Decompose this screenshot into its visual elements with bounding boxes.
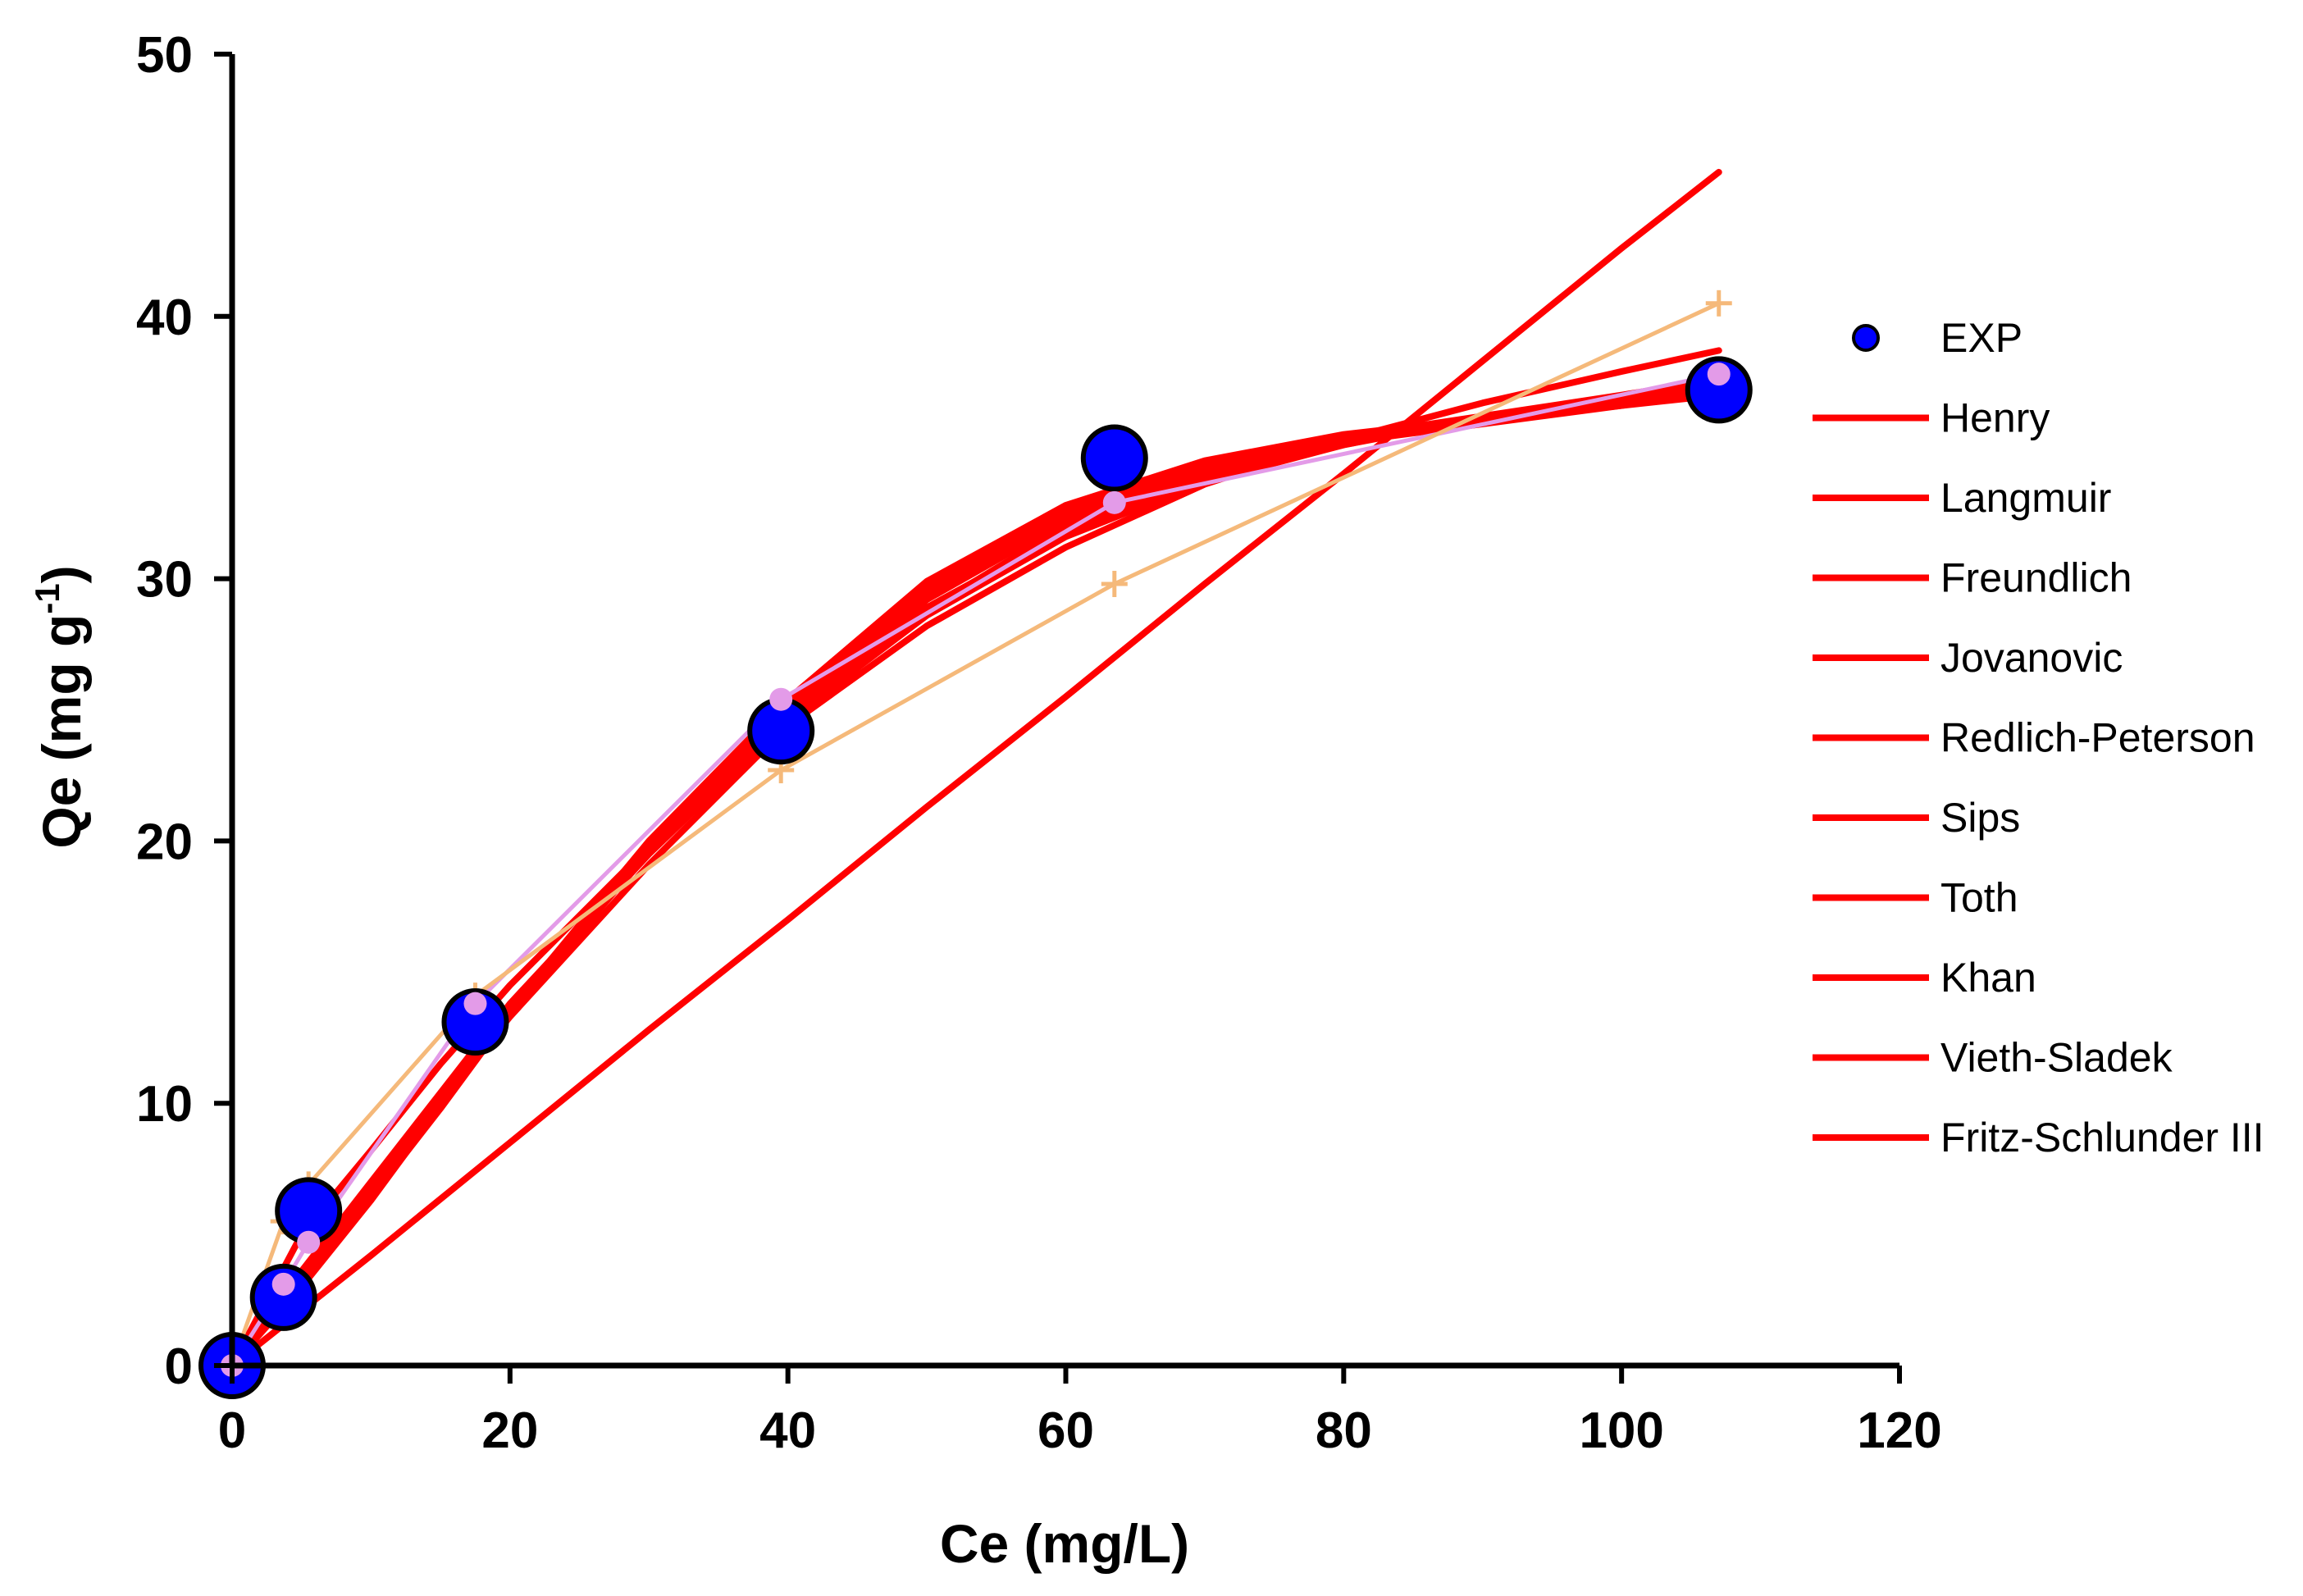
fit-lines-layer: [229, 168, 1722, 1369]
pink-point: [769, 687, 793, 711]
exp-points-layer: [198, 356, 1753, 1399]
y-tick-label: 20: [136, 814, 193, 870]
y-tick-label: 30: [136, 552, 193, 609]
exp-point: [249, 1263, 317, 1331]
exp-point: [1685, 356, 1753, 424]
legend-label: Toth: [1940, 875, 2018, 921]
x-tick-label: 0: [218, 1402, 246, 1459]
legend-label: Redlich-Peterson: [1940, 715, 2255, 761]
x-tick-label: 20: [481, 1402, 538, 1459]
legend-label: Vieth-Sladek: [1940, 1035, 2173, 1081]
legend-label: EXP: [1940, 315, 2023, 361]
pink-series-line: [230, 372, 1720, 1367]
legend-label: Henry: [1940, 395, 2050, 441]
x-axis-title: Ce (mg/L): [940, 1513, 1189, 1574]
pink-point: [1102, 490, 1126, 514]
legend-label: Freundlich: [1940, 555, 2132, 601]
pink-point: [1707, 363, 1731, 386]
pink-point: [297, 1230, 321, 1254]
fit-line: [229, 168, 1722, 1369]
pink-point: [271, 1272, 295, 1296]
fit-line: [229, 384, 1722, 1369]
fit-line: [229, 381, 1722, 1369]
y-ticks: 0 10 20 30 40 50: [136, 27, 232, 1395]
legend-label: Jovanovic: [1940, 635, 2123, 681]
x-ticks: 0 20 40 60 80 100 120: [218, 1366, 1942, 1459]
x-tick-label: 60: [1037, 1402, 1094, 1459]
model-points-layer: [219, 290, 1732, 1379]
fit-line: [229, 386, 1722, 1369]
fit-line: [229, 376, 1722, 1369]
x-tick-label: 40: [759, 1402, 816, 1459]
legend: EXP Henry Langmuir Freundlich Jovanovic Redli…: [1813, 315, 2264, 1161]
legend-label: Sips: [1940, 795, 2020, 841]
legend-label: Fritz-Schlunder III: [1940, 1115, 2264, 1161]
y-axis-title: Qe (mg g-1): [28, 565, 92, 848]
y-tick-label: 10: [136, 1076, 193, 1133]
x-tick-label: 80: [1316, 1402, 1372, 1459]
fit-line: [229, 386, 1722, 1369]
orange-series-line: [230, 301, 1720, 1366]
fit-line: [229, 391, 1722, 1369]
exp-point: [441, 988, 509, 1056]
pink-point: [463, 992, 487, 1015]
x-tick-label: 100: [1579, 1402, 1663, 1459]
y-tick-label: 50: [136, 27, 193, 84]
exp-point: [1080, 424, 1148, 492]
fit-line: [229, 347, 1722, 1369]
legend-label: Langmuir: [1940, 475, 2111, 521]
y-tick-label: 0: [165, 1338, 193, 1395]
fit-line: [229, 389, 1722, 1369]
legend-label: Khan: [1940, 955, 2036, 1001]
x-tick-label: 120: [1857, 1402, 1941, 1459]
y-tick-label: 40: [136, 290, 193, 346]
fit-line: [229, 378, 1722, 1369]
legend-exp-marker: [1852, 324, 1880, 352]
